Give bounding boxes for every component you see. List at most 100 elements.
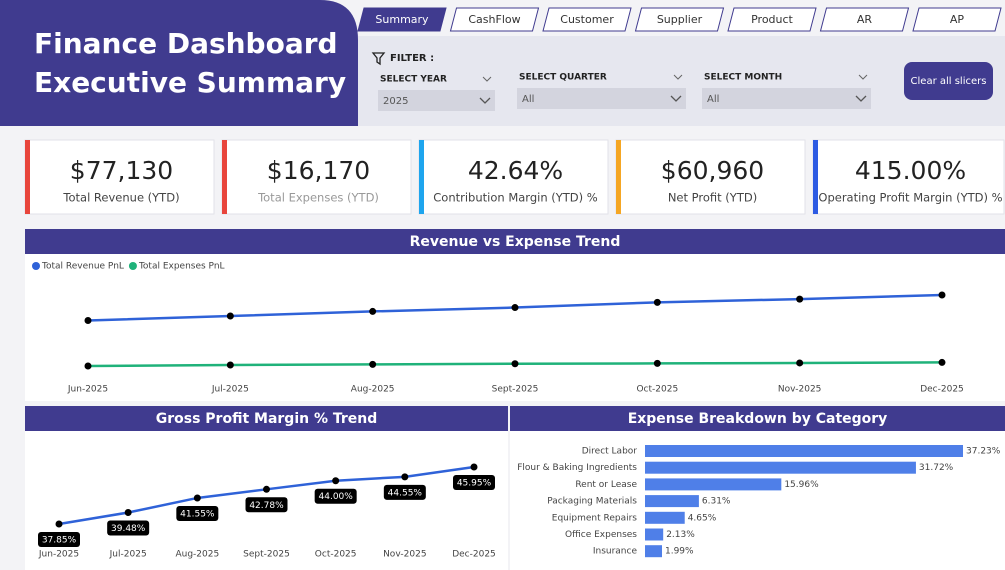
data-label-box: [314, 488, 357, 504]
kpi-card: [615, 139, 806, 215]
tab-label: Customer: [560, 13, 614, 26]
data-label: 39.48%: [111, 524, 146, 534]
clear-button-label: Clear all slicers: [911, 76, 987, 87]
point: [193, 494, 201, 502]
kpi-accent: [813, 140, 818, 214]
bar: [645, 545, 662, 558]
point: [938, 358, 946, 366]
tab-label: CashFlow: [468, 13, 520, 26]
chart-title: Gross Profit Margin % Trend: [156, 411, 378, 427]
x-tick-label: Aug-2025: [175, 550, 219, 560]
point: [369, 307, 377, 315]
point: [124, 509, 132, 517]
chart-title: Expense Breakdown by Category: [628, 411, 888, 427]
tab-label: AR: [857, 13, 873, 26]
kpi-accent: [616, 140, 621, 214]
data-label: 6.31%: [702, 497, 731, 507]
kpi-value: $60,960: [661, 156, 764, 185]
slicer-dropdown[interactable]: [378, 90, 495, 111]
point: [84, 362, 92, 370]
point: [263, 485, 270, 493]
tab[interactable]: [449, 7, 540, 32]
x-tick-label: Aug-2025: [351, 385, 395, 395]
slicer-value: All: [522, 94, 534, 105]
kpi-value: $16,170: [267, 156, 370, 185]
point: [470, 463, 478, 471]
legend-marker: [32, 262, 40, 270]
x-tick-label: Jun-2025: [38, 550, 79, 560]
data-label-box: [107, 520, 150, 536]
data-label: 31.72%: [919, 463, 954, 473]
x-tick-label: Dec-2025: [452, 550, 496, 560]
y-tick-label: Office Expenses: [565, 530, 637, 540]
data-label: 42.78%: [249, 501, 284, 511]
point: [796, 359, 804, 367]
tab[interactable]: [357, 7, 447, 32]
bar: [645, 478, 782, 491]
tab-label: AP: [950, 13, 965, 26]
bar: [645, 461, 916, 474]
y-tick-label: Packaging Materials: [547, 497, 637, 507]
point: [369, 360, 377, 368]
tab-label: Product: [751, 13, 793, 26]
header-panel: [0, 0, 358, 126]
y-tick-label: Insurance: [593, 547, 638, 557]
kpi-card: [221, 139, 412, 215]
x-tick-label: Nov-2025: [778, 385, 821, 395]
kpi-label: Net Profit (YTD): [668, 191, 757, 205]
tab[interactable]: [542, 7, 632, 32]
x-tick-label: Oct-2025: [636, 385, 678, 395]
point: [84, 317, 92, 325]
tab[interactable]: [727, 7, 817, 32]
chevron: [858, 74, 868, 80]
clear-button[interactable]: [904, 62, 993, 100]
point: [332, 477, 340, 485]
bar: [645, 445, 963, 457]
y-tick-label: Direct Labor: [582, 447, 638, 457]
slicer-dropdown[interactable]: [517, 88, 686, 109]
x-tick-label: Jun-2025: [67, 385, 108, 395]
kpi-card: [812, 139, 1005, 215]
bar: [645, 495, 699, 508]
filter-label: FILTER :: [390, 53, 434, 64]
bar: [645, 528, 664, 541]
data-label: 41.55%: [180, 509, 215, 519]
slicer-dropdown[interactable]: [702, 88, 871, 109]
point: [401, 473, 409, 481]
point: [511, 360, 519, 368]
kpi-value: $77,130: [70, 156, 173, 185]
kpi-label: Contribution Margin (YTD) %: [433, 191, 598, 205]
point: [226, 361, 234, 369]
point: [653, 298, 661, 306]
chevron: [479, 97, 491, 104]
chart-header: [510, 406, 1005, 431]
chevron: [855, 95, 867, 102]
legend-marker: [128, 262, 137, 270]
legend-label: Total Expenses PnL: [138, 262, 225, 272]
chart-title: Revenue vs Expense Trend: [410, 234, 621, 250]
tab[interactable]: [912, 7, 1002, 32]
data-label: 1.99%: [665, 547, 694, 557]
data-label: 37.85%: [42, 536, 77, 546]
point: [653, 359, 661, 367]
x-tick-label: Sept-2025: [243, 550, 290, 560]
tab[interactable]: [819, 7, 910, 32]
kpi-label: Total Revenue (YTD): [62, 191, 179, 205]
x-tick-label: Jul-2025: [109, 550, 147, 560]
data-label: 44.00%: [319, 492, 354, 502]
kpi-value: 415.00%: [855, 156, 966, 185]
chart-panel: [25, 229, 1005, 401]
tab[interactable]: [634, 7, 725, 32]
slicer-label: SELECT MONTH: [704, 73, 782, 83]
x-tick-label: Nov-2025: [383, 550, 426, 560]
data-label-box: [453, 475, 495, 490]
data-label-box: [245, 497, 288, 513]
chevron: [673, 74, 683, 80]
data-label: 15.96%: [784, 480, 819, 490]
tab-label: Summary: [375, 13, 429, 26]
y-tick-label: Equipment Repairs: [552, 513, 638, 523]
data-label: 45.95%: [457, 479, 492, 489]
x-tick-label: Dec-2025: [920, 385, 964, 395]
chart-header: [25, 406, 508, 431]
kpi-label: Total Expenses (YTD): [257, 191, 379, 205]
